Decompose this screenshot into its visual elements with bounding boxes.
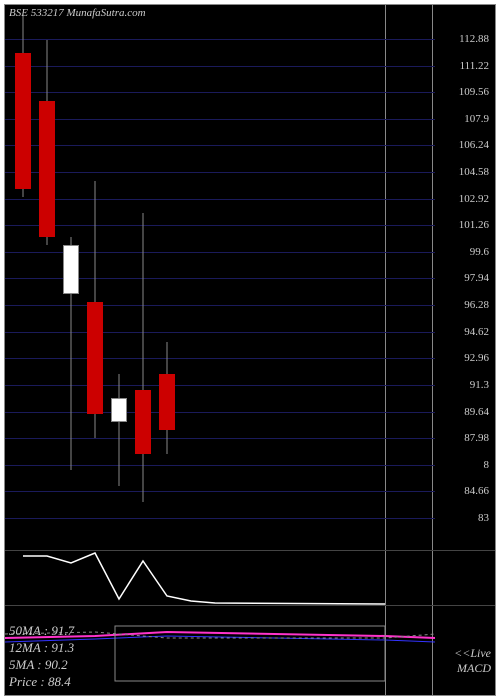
volume-line <box>5 551 497 606</box>
price-label: Price : 88.4 <box>9 674 74 691</box>
ma-info-box: 50MA : 91.7 12MA : 91.3 5MA : 90.2 Price… <box>9 623 74 691</box>
gridline <box>5 119 435 120</box>
macd-panel[interactable]: <<Live MACD <box>5 605 495 695</box>
ma5-label: 5MA : 90.2 <box>9 657 74 674</box>
volume-panel[interactable] <box>5 550 495 605</box>
live-tag: <<Live <box>454 646 491 660</box>
ma12-label: 12MA : 91.3 <box>9 640 74 657</box>
ma50-label: 50MA : 91.7 <box>9 623 74 640</box>
y-axis-label: 102.92 <box>459 193 489 205</box>
y-axis-label: 111.22 <box>460 60 489 72</box>
price-panel[interactable]: 112.88 111.22 109.56 107.9 106.24 104.58 102.9… <box>5 5 495 550</box>
gridline <box>5 92 435 93</box>
gridline <box>5 172 435 173</box>
y-axis-label: 96.28 <box>464 299 489 311</box>
candle[interactable] <box>15 13 31 197</box>
y-axis-label: 89.64 <box>464 406 489 418</box>
candle[interactable] <box>135 213 151 502</box>
y-axis-label: 104.58 <box>459 166 489 178</box>
y-axis-label: 101.26 <box>459 219 489 231</box>
candle[interactable] <box>39 40 55 245</box>
source-label: MunafaSutra.com <box>66 7 145 19</box>
live-macd-label: <<Live MACD <box>454 646 491 675</box>
gridline <box>5 518 435 519</box>
indicator-lines <box>5 606 497 696</box>
y-axis-label: 8 <box>484 459 490 471</box>
y-axis-label: 109.56 <box>459 86 489 98</box>
y-axis-label: 99.6 <box>470 246 489 258</box>
y-axis-label: 87.98 <box>464 432 489 444</box>
candle[interactable] <box>159 342 175 454</box>
gridline <box>5 39 435 40</box>
y-axis-label: 107.9 <box>464 113 489 125</box>
gridline <box>5 491 435 492</box>
gridline <box>5 145 435 146</box>
gridline <box>5 199 435 200</box>
candle[interactable] <box>87 181 103 437</box>
gridline <box>5 66 435 67</box>
y-axis-label: 84.66 <box>464 485 489 497</box>
y-axis-label: 106.24 <box>459 139 489 151</box>
macd-tag: MACD <box>454 661 491 675</box>
chart-header: BSE 533217 MunafaSutra.com <box>9 7 146 19</box>
ticker-label: BSE 533217 <box>9 7 64 19</box>
y-axis-label: 97.94 <box>464 272 489 284</box>
candle[interactable] <box>63 237 79 469</box>
y-axis-label: 112.88 <box>459 33 489 45</box>
y-axis-label: 94.62 <box>464 326 489 338</box>
gridline <box>5 225 435 226</box>
candle[interactable] <box>111 374 127 486</box>
chart-container: BSE 533217 MunafaSutra.com 112.88111.221… <box>4 4 496 696</box>
y-axis-label: 91.3 <box>470 379 489 391</box>
y-axis-label: 83 <box>478 512 489 524</box>
y-axis-label: 92.96 <box>464 352 489 364</box>
